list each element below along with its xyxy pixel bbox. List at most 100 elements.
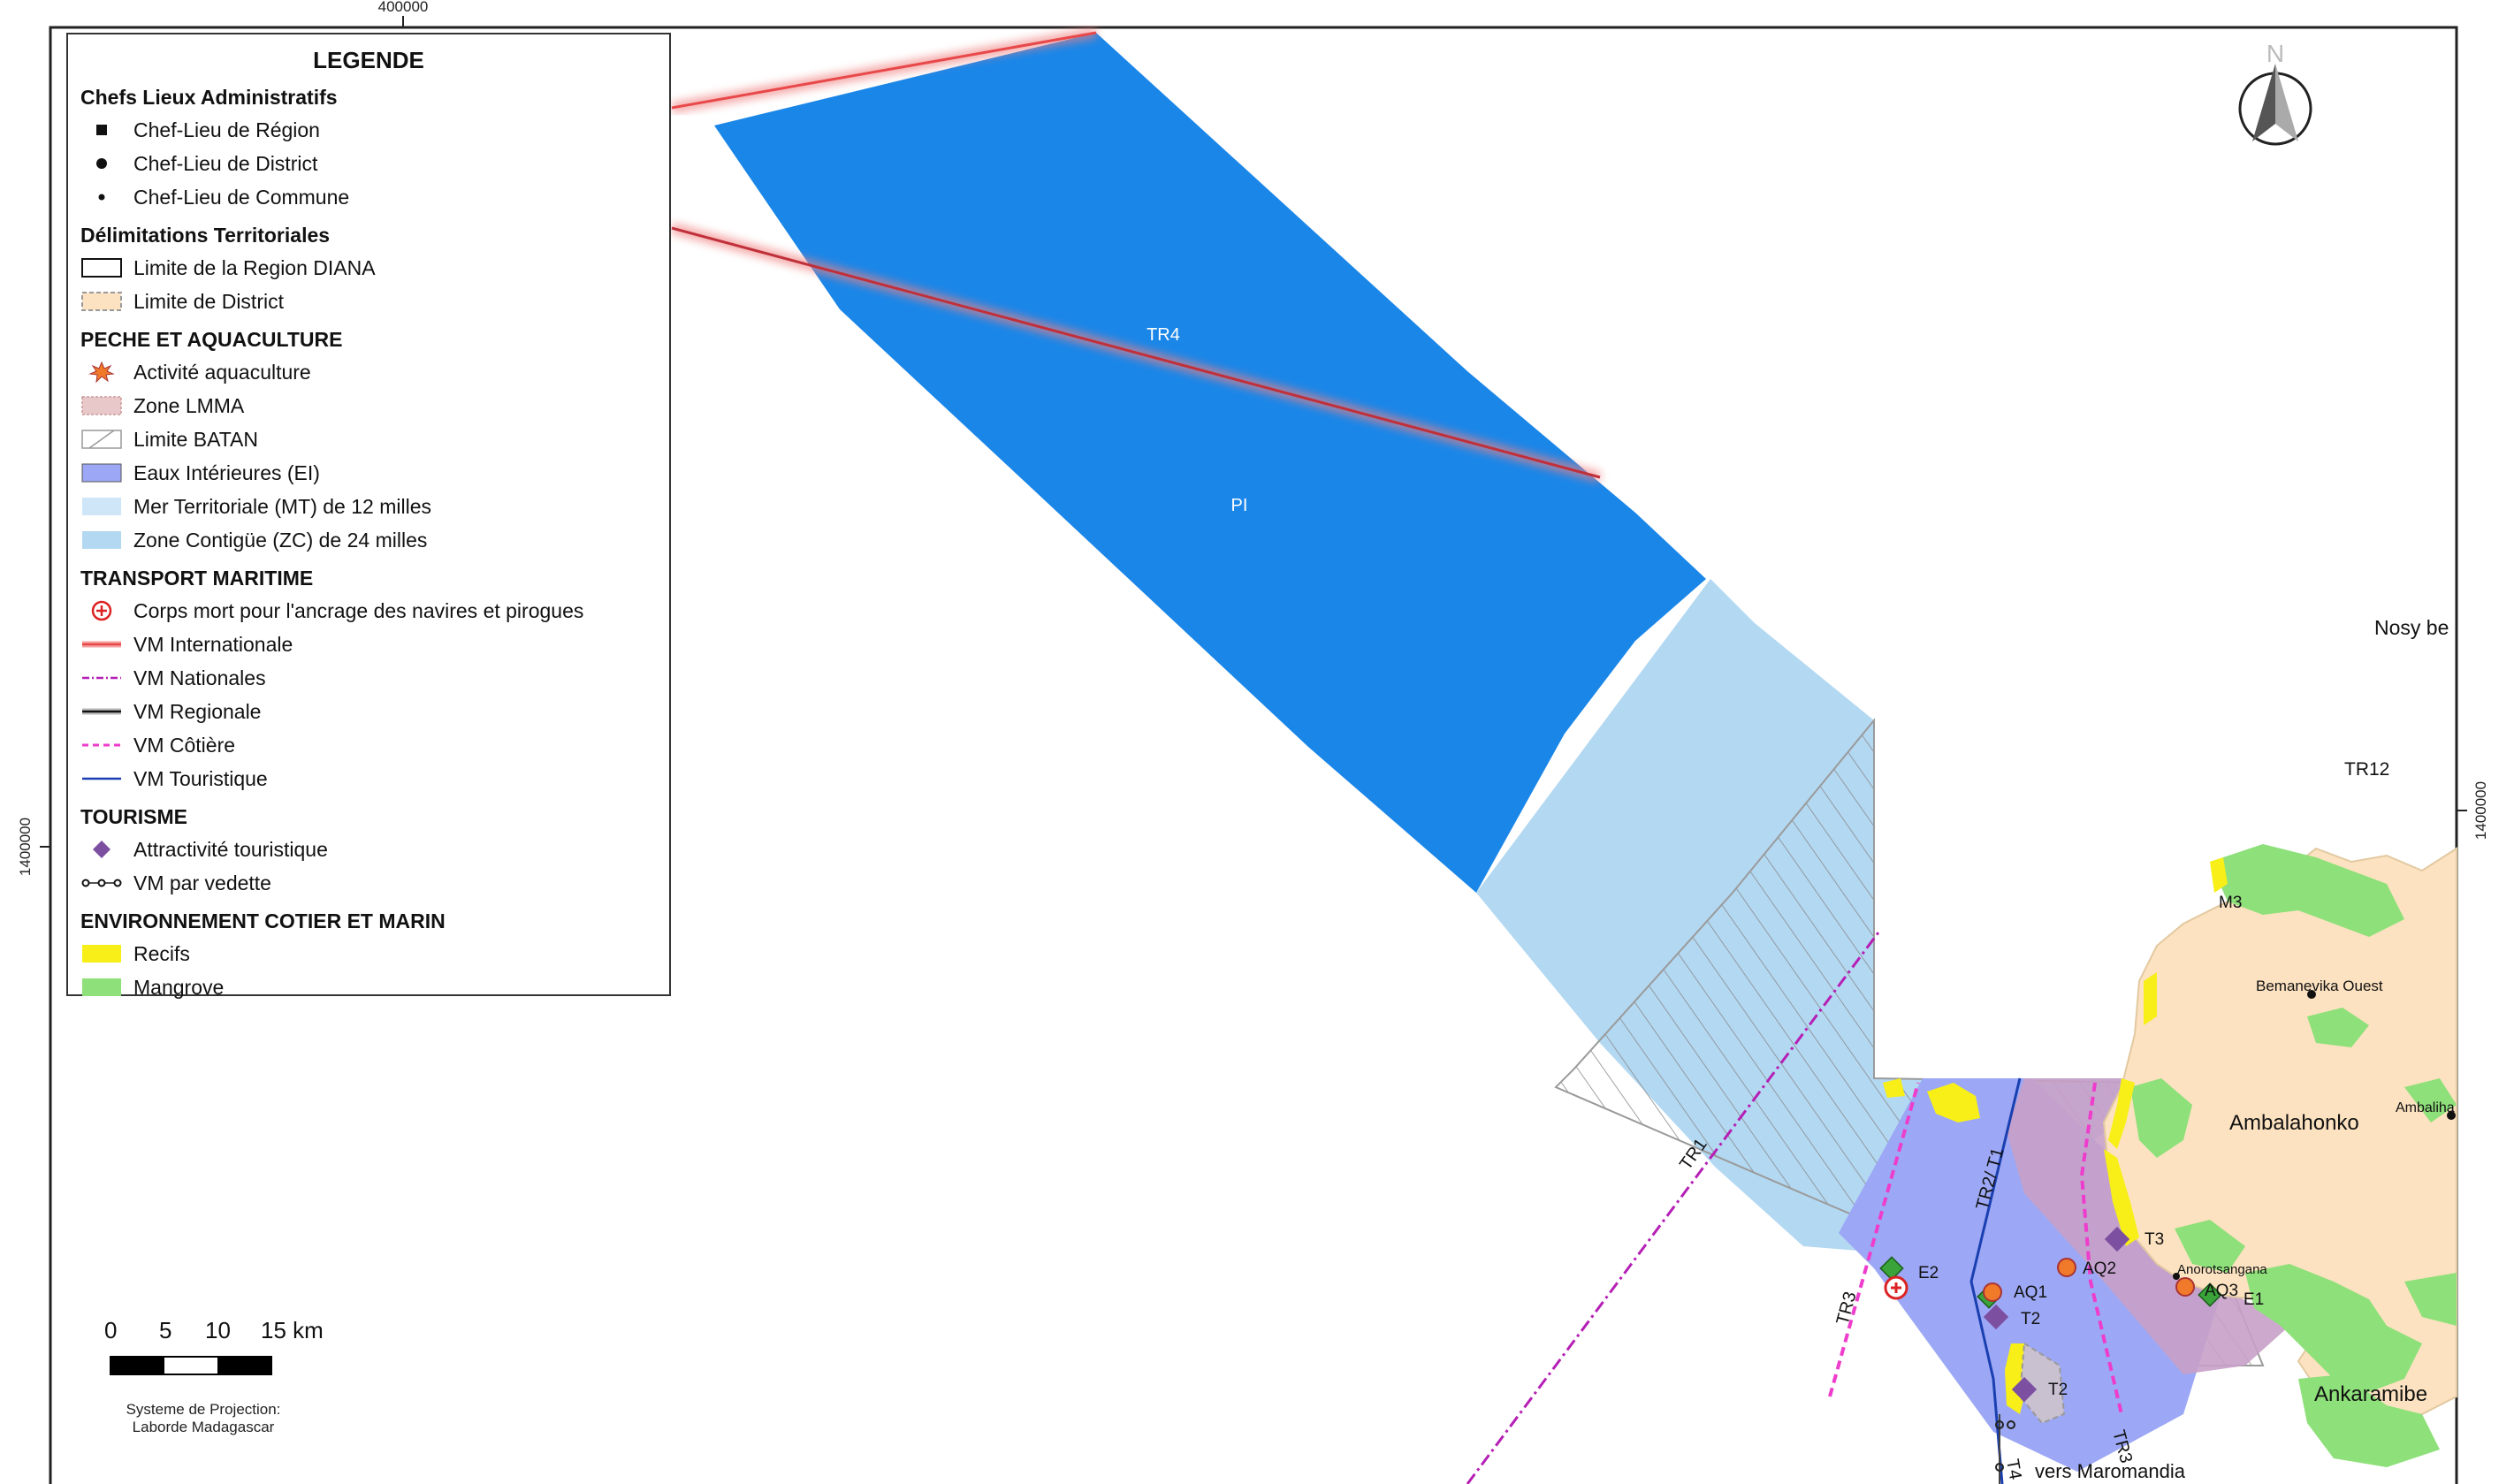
zc-swatch-icon [80, 529, 123, 552]
label-aq1: AQ1 [2014, 1283, 2047, 1302]
label-aq3: AQ3 [2205, 1282, 2238, 1300]
legend-label: Zone LMMA [133, 393, 245, 417]
label-bemanevika: Bemanevika Ouest [2256, 978, 2383, 994]
projection-line-1: Systeme de Projection: [126, 1401, 281, 1418]
recifs-patches [1883, 857, 2228, 1414]
label-t2-a: T2 [2021, 1310, 2040, 1328]
legend-label: Chef-Lieu de Commune [133, 185, 350, 209]
chef-lieu-markers [2173, 990, 2456, 1280]
label-ambaliha: Ambaliha [2396, 1100, 2455, 1115]
ei-swatch-icon [80, 461, 123, 484]
green-swatch-icon [80, 976, 123, 999]
label-pi: PI [1231, 496, 1248, 515]
legend-item-zone-contigue: Zone Contigüe (ZC) de 24 milles [80, 523, 657, 557]
legend-section-delim: Délimitations Territoriales [80, 224, 331, 247]
label-ankaramibe: Ankaramibe [2314, 1382, 2427, 1406]
legend-section-tourisme: TOURISME [80, 805, 187, 828]
district-limit-area [2018, 1342, 2066, 1425]
right-coord-label: 1400000 [2472, 781, 2489, 840]
label-t3: T3 [2145, 1230, 2164, 1249]
projection-note: Systeme de Projection: Laborde Madagasca… [97, 1401, 309, 1436]
legend-label: Eaux Intérieures (EI) [133, 460, 320, 484]
legend-label: VM Internationale [133, 632, 293, 656]
legend-label: Mer Territoriale (MT) de 12 milles [133, 494, 431, 518]
label-m3: M3 [2219, 894, 2242, 912]
legend-item-chef-region: Chef-Lieu de Région [80, 113, 657, 147]
scale-bar-segments [110, 1356, 272, 1375]
legend-item-vm-int: VM Internationale [80, 628, 657, 661]
map-frame [49, 26, 2458, 1484]
legend-item-mangrove: Mangrove [80, 970, 657, 1004]
north-arrow: N [2238, 40, 2312, 146]
legend-item-limite-batan: Limite BATAN [80, 422, 657, 456]
legend-section-chefs: Chefs Lieux Administratifs [80, 86, 338, 109]
vm-cotiere-routes [1828, 1082, 2123, 1415]
legend-item-vm-nat: VM Nationales [80, 661, 657, 695]
purple-dashdot-line-icon [80, 666, 123, 689]
mer-territoriale-area [714, 33, 1706, 893]
label-tr12: TR12 [2344, 759, 2389, 780]
label-tr4: TR4 [1147, 325, 1180, 345]
red-line-icon [80, 633, 123, 656]
mt-swatch-icon [80, 495, 123, 518]
scale-tick: 10 [205, 1317, 231, 1343]
legend-label: Limite de la Region DIANA [133, 255, 376, 279]
label-aq2: AQ2 [2083, 1259, 2116, 1278]
legend-label: Corps mort pour l'ancrage des navires et… [133, 598, 584, 622]
pink-dashed-line-icon [80, 734, 123, 757]
legend-item-vm-tour: VM Touristique [80, 762, 657, 795]
attractivite-touristique-markers [1983, 1226, 2130, 1403]
legend-item-activite-aqua: Activité aquaculture [80, 355, 657, 389]
legend-label: VM par vedette [133, 871, 271, 894]
legend-item-recifs: Recifs [80, 937, 657, 970]
yellow-swatch-icon [80, 942, 123, 965]
legend-item-chef-commune: Chef-Lieu de Commune [80, 180, 657, 214]
purple-diamond-icon [80, 838, 123, 861]
black-line-icon [80, 700, 123, 723]
legend-label: Limite de District [133, 289, 284, 313]
top-coord-label: 400000 [378, 0, 429, 15]
legend-section-peche: PECHE ET AQUACULTURE [80, 328, 343, 351]
label-anorotsangana: Anorotsangana [2177, 1262, 2267, 1277]
legend-panel: LEGENDE Chefs Lieux Administratifs Chef-… [66, 33, 671, 999]
label-t2-b: T2 [2048, 1381, 2068, 1399]
legend-label: Chef-Lieu de Région [133, 118, 320, 141]
starburst-icon [80, 361, 123, 384]
legend-item-zone-lmma: Zone LMMA [80, 389, 657, 422]
north-arrow-label: N [2266, 40, 2284, 67]
legend-label: Zone Contigüe (ZC) de 24 milles [133, 528, 428, 552]
legend-label: Mangrove [133, 975, 225, 999]
vm-touristique-route [1969, 1077, 2022, 1484]
legend-item-limite-district: Limite de District [80, 285, 657, 318]
legend-item-attractivite: Attractivité touristique [80, 833, 657, 866]
region-boundary-icon [80, 256, 123, 279]
vedette-line-icon [80, 871, 123, 894]
scale-tick: 0 [104, 1317, 118, 1343]
small-dot-icon [80, 186, 123, 209]
label-nosy-be: Nosy be [2374, 616, 2449, 639]
square-marker-icon [80, 118, 123, 141]
scale-tick: 5 [159, 1317, 172, 1343]
label-e2: E2 [1918, 1264, 1939, 1282]
scale-bar: 0 5 10 15 km [97, 1317, 380, 1396]
legend-item-limite-region: Limite de la Region DIANA [80, 251, 657, 285]
legend-section-env: ENVIRONNEMENT COTIER ET MARIN [80, 909, 446, 932]
legend-label: Chef-Lieu de District [133, 151, 318, 175]
activite-aquaculture-markers [1983, 1258, 2195, 1302]
label-ambalahonko: Ambalahonko [2229, 1111, 2359, 1135]
blue-line-icon [80, 767, 123, 790]
legend-title: LEGENDE [313, 47, 424, 73]
legend-section-transport: TRANSPORT MARITIME [80, 567, 314, 590]
legend-label: VM Nationales [133, 666, 266, 689]
legend-label: Activité aquaculture [133, 360, 311, 384]
legend-item-vm-reg: VM Regionale [80, 695, 657, 728]
vm-internationale-routes [670, 27, 1602, 483]
legend-item-vm-cot: VM Côtière [80, 728, 657, 762]
legend-label: VM Touristique [133, 766, 268, 790]
legend-item-mer-terr: Mer Territoriale (MT) de 12 milles [80, 490, 657, 523]
legend-item-chef-district: Chef-Lieu de District [80, 147, 657, 180]
projection-line-2: Laborde Madagascar [132, 1419, 275, 1435]
vm-nationale-route [1466, 932, 1880, 1484]
legend-item-eaux-int: Eaux Intérieures (EI) [80, 456, 657, 490]
